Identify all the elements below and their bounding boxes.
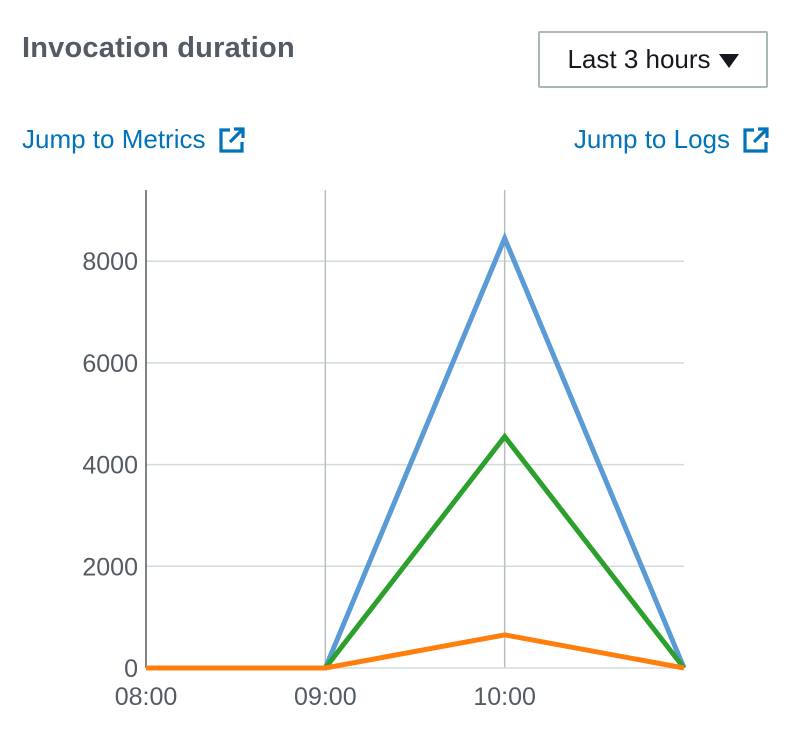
widget-title: Invocation duration [22,32,295,64]
x-tick-label: 10:00 [473,683,536,711]
external-link-icon [218,126,245,153]
y-tick-label: 4000 [82,452,138,480]
x-tick-label: 09:00 [294,683,357,711]
jump-to-metrics-link[interactable]: Jump to Metrics [22,124,246,155]
series-line-1 [146,231,687,671]
y-tick-label: 8000 [82,248,138,276]
x-tick-label: 08:00 [115,683,178,711]
caret-down-icon [718,53,739,68]
jump-to-logs-link[interactable]: Jump to Logs [574,124,770,155]
y-tick-label: 0 [124,655,138,683]
jump-to-logs-label: Jump to Logs [573,124,730,154]
y-tick-label: 6000 [82,350,138,378]
external-link-icon [743,126,769,153]
time-range-label: Last 3 hours [567,44,711,74]
y-tick-label: 2000 [82,553,138,581]
jump-to-metrics-label: Jump to Metrics [22,124,206,154]
series-line-3 [146,632,685,671]
time-range-dropdown[interactable]: Last 3 hours [538,31,768,88]
